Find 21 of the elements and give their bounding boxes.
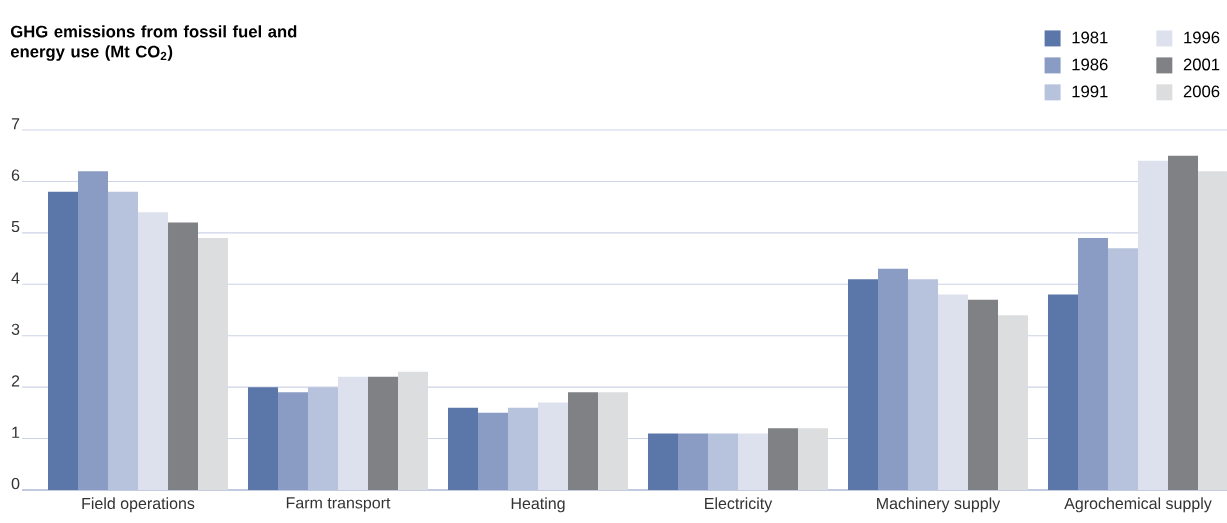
x-tick-label: Field operations: [82, 497, 195, 513]
x-tick-label: Electricity: [705, 497, 773, 513]
legend-label: 1981: [1072, 31, 1108, 44]
y-tick-label: 4: [11, 272, 20, 284]
legend-label: 1996: [1184, 31, 1220, 44]
legend-label: 2006: [1183, 85, 1220, 98]
x-tick-label: Farm transport: [286, 497, 391, 512]
x-tick-label: Heating: [511, 497, 565, 513]
x-tick-label: Agrochemical supply: [1064, 497, 1212, 513]
legend-label: 2001: [1183, 58, 1220, 71]
y-tick-label: 5: [11, 220, 20, 233]
legend-label: 1991: [1072, 85, 1108, 98]
y-tick-label: 6: [11, 169, 20, 181]
chart-title: GHG emissions from fossil fuel and energy use (Mt CO$_{2}$): [10, 25, 297, 61]
y-tick-label: 1: [12, 426, 20, 438]
legend-label: 1986: [1072, 58, 1108, 71]
y-tick-label: 2: [11, 375, 20, 387]
x-tick-label: Machinery supply: [877, 497, 1001, 513]
y-tick-label: 7: [11, 118, 20, 130]
y-tick-label: 0: [11, 477, 20, 490]
y-tick-label: 3: [11, 323, 20, 335]
